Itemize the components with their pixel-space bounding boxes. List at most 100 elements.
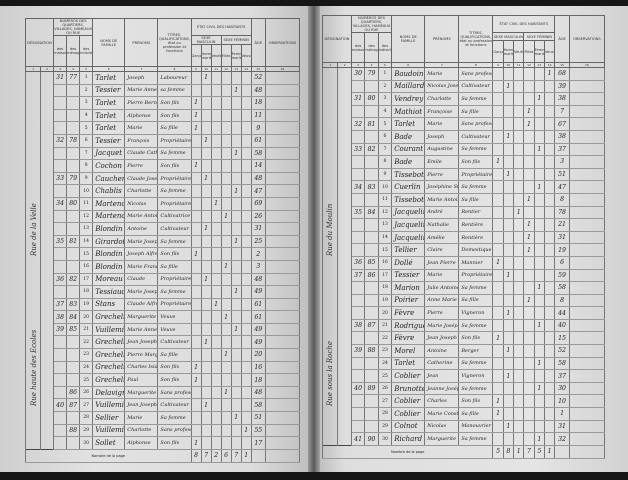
family-name: Sellier [92,411,126,425]
tally-cell [220,147,232,161]
occupation: Son fils [157,159,192,173]
age: 6 [554,256,570,270]
tally-cell: 1 [200,398,212,413]
tally-cell [230,197,242,211]
column-number: 14 [543,62,556,68]
tally-cell [230,398,242,413]
family-name: Brunotte [391,382,426,396]
observations-cell [264,411,301,425]
tally-cell [533,231,545,245]
occupation: Sa fille [458,407,494,421]
first-name: Charlotte [124,424,159,438]
house-number [350,168,366,182]
table-row: 41 90 30 Richard Marguerite Sa femme 1 3… [321,432,606,446]
household-number [66,184,81,198]
designation-cell [337,231,352,244]
age: 32 [554,432,570,446]
tally-cell [502,294,515,308]
table-row: 33 82 7 Courant Augustine Sa femme 1 37 [321,143,606,157]
first-name: François [124,134,159,148]
family-name: Grechelin [92,348,126,362]
house-number [53,109,68,123]
first-name: Marie Anne [124,84,159,98]
household-number [364,420,379,434]
tally-cell [210,172,222,186]
tally-cell [533,80,545,94]
observations-cell [264,235,301,249]
table-row: 27 Coblier Charles Son fils 1 10 [321,394,606,409]
designation-cell [24,247,42,261]
individual-number: 26 [79,386,94,400]
occupation: Son fils [458,394,494,409]
designation-cell [40,197,55,211]
tally-cell [200,361,212,375]
tally-cell: 1 [230,235,242,249]
observations-cell [568,432,606,446]
tally-cell [543,306,556,320]
tally-cell [230,96,242,110]
tally-cell [240,172,252,186]
designation-cell [337,394,352,408]
occupation: Cultivateur [157,398,192,413]
tally-cell [210,147,222,161]
occupation: Sans profession [458,117,494,131]
first-name: Claude Catherine [124,147,159,161]
tally-cell: 1 [220,310,232,324]
table-row: 39 85 21 Vuillemin Marie Anne Veuve 1 49 [24,323,301,337]
first-name: Catherine [424,357,460,371]
table-row: 37 83 19 Stans Claude Alfred Propriétair… [24,298,301,312]
tally-cell [502,117,515,131]
tally-cell [543,117,556,131]
page-total-value: 5 [492,444,504,459]
tally-cell [190,273,202,287]
household-number [364,80,379,94]
tally-cell [523,180,535,194]
tally-cell [230,247,242,261]
first-name: Pierre [424,168,460,182]
house-number [53,222,68,236]
header-sexe-masculin: SEXE MASCULIN [492,32,525,41]
family-name: Cochon [92,159,126,173]
house-number: 39 [53,323,68,337]
house-number [53,260,68,274]
designation-cell [24,436,42,450]
header-menages: des ménages [364,32,379,63]
individual-number: 24 [79,361,94,375]
tally-cell [543,80,556,94]
observations-cell [264,96,301,110]
house-number: 39 [350,344,366,358]
tally-cell [230,273,242,287]
tally-cell: 1 [190,96,202,110]
tally-cell: 1 [230,184,242,198]
first-name: Joseph [124,71,159,85]
tally-cell: 1 [523,294,535,308]
family-name: Rodrigue [391,319,426,333]
individual-number: 4 [377,105,393,119]
designation-cell [337,168,352,181]
tally-cell [230,260,242,274]
occupation: sa femme [157,84,192,98]
header-titres: TITRES, QUALIFICATIONS, état ou professi… [458,15,494,63]
occupation: Cultivateur [157,222,192,236]
designation-cell [40,210,55,223]
table-row: 86 26 Delavigne Marguerite Sans professi… [24,386,301,400]
first-name: Jean Pierre [424,256,460,270]
tally-cell [240,222,252,236]
tally-cell [240,147,252,161]
tally-cell [230,436,242,450]
household-number [66,147,81,161]
designation-cell [337,218,352,232]
observations-cell [264,71,301,85]
tally-cell [533,130,545,144]
tally-cell [543,394,556,409]
designation-cell [321,168,339,181]
tally-cell [502,407,515,421]
household-number: 87 [66,398,81,413]
house-number [350,243,366,257]
tally-cell [200,184,212,198]
house-number [350,80,366,94]
household-number [364,281,379,295]
household-number [364,231,379,245]
household-number: 82 [66,273,81,287]
observations-cell [568,67,606,81]
